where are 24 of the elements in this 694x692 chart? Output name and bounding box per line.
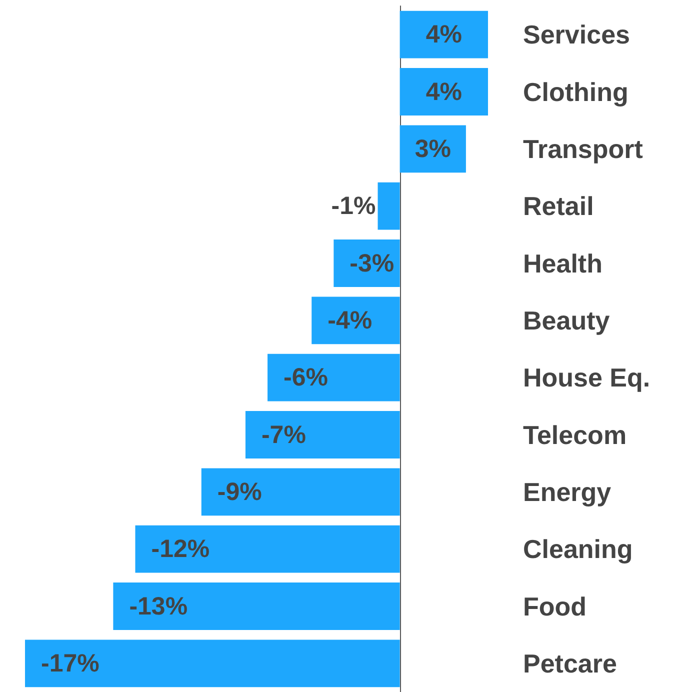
data-label: 3%	[414, 134, 451, 163]
data-label: -9%	[217, 478, 262, 506]
y-tick-label: Telecom	[523, 420, 627, 450]
y-tick-label: Transport	[523, 134, 644, 164]
y-tick-label: Retail	[523, 191, 594, 222]
data-label: 4%	[426, 78, 462, 106]
data-label: 4%	[426, 20, 462, 49]
data-label: -3%	[350, 249, 394, 278]
data-label: -17%	[41, 649, 100, 678]
y-tick-label: Petcare	[523, 648, 617, 678]
y-tick-label: Food	[523, 591, 587, 622]
y-tick-label: Services	[523, 20, 630, 50]
y-tick-label: Cleaning	[523, 534, 633, 564]
data-label: -4%	[328, 306, 372, 334]
y-tick-label: Clothing	[523, 76, 628, 107]
y-tick-label: House Eq.	[523, 362, 650, 393]
data-label: -13%	[129, 592, 188, 620]
data-label: -7%	[261, 420, 306, 449]
data-label: -1%	[331, 192, 376, 220]
y-tick-label: Beauty	[523, 305, 610, 336]
data-label: -6%	[284, 364, 328, 392]
y-tick-label: Health	[523, 248, 602, 278]
data-label: -12%	[151, 535, 210, 564]
y-tick-label: Energy	[523, 476, 612, 507]
